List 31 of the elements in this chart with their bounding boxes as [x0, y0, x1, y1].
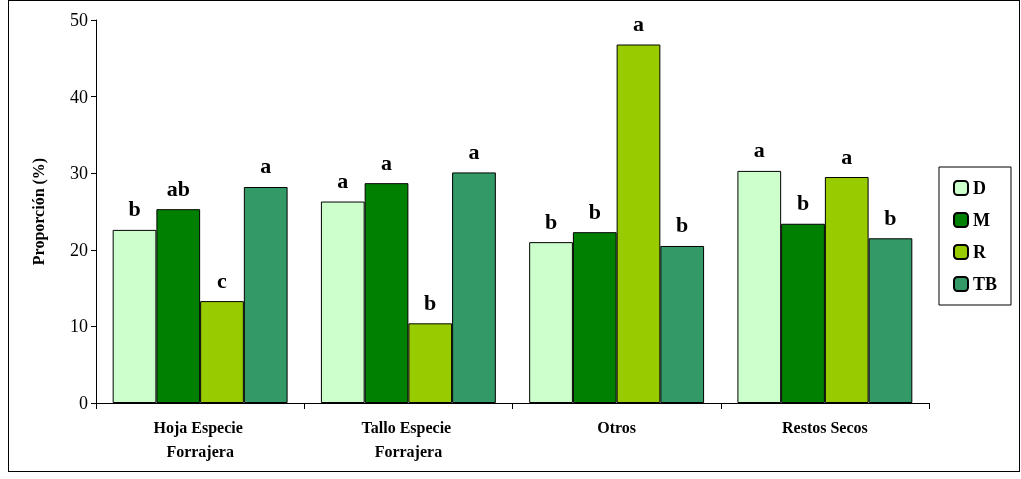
data-label: a	[337, 168, 349, 194]
y-tick-label: 40	[70, 86, 88, 107]
data-label: b	[424, 289, 437, 315]
legend-label: D	[972, 178, 986, 198]
data-label: a	[468, 138, 480, 164]
legend-label: R	[972, 242, 987, 262]
legend-label: TB	[972, 274, 997, 294]
data-label: a	[381, 149, 393, 175]
data-label: a	[632, 11, 644, 37]
data-label: b	[128, 196, 141, 222]
data-label: b	[544, 208, 558, 234]
data-label: ab	[166, 175, 190, 201]
data-label: b	[676, 212, 689, 238]
data-label: a	[260, 153, 272, 179]
data-label: b	[588, 198, 601, 224]
y-tick-label: 0	[79, 393, 88, 413]
x-tick-label: Otros	[597, 418, 637, 436]
y-tick-label: 20	[70, 239, 88, 260]
y-axis-title: Proporción (%)	[29, 157, 48, 266]
data-label: a	[753, 137, 765, 163]
y-tick-label: 10	[70, 316, 88, 337]
data-label: b	[796, 190, 810, 216]
x-tick-label: Tallo Especie Forrajera	[361, 418, 456, 461]
x-tick-label: Hoja Especie Forrajera	[153, 418, 247, 461]
x-tick-label: Restos Secos	[781, 418, 868, 436]
y-tick-label: 30	[70, 163, 88, 184]
data-label: b	[884, 204, 897, 230]
y-tick-label: 50	[70, 10, 88, 30]
legend-label: M	[972, 210, 990, 230]
data-label: c	[217, 267, 228, 293]
data-label: a	[841, 143, 853, 169]
